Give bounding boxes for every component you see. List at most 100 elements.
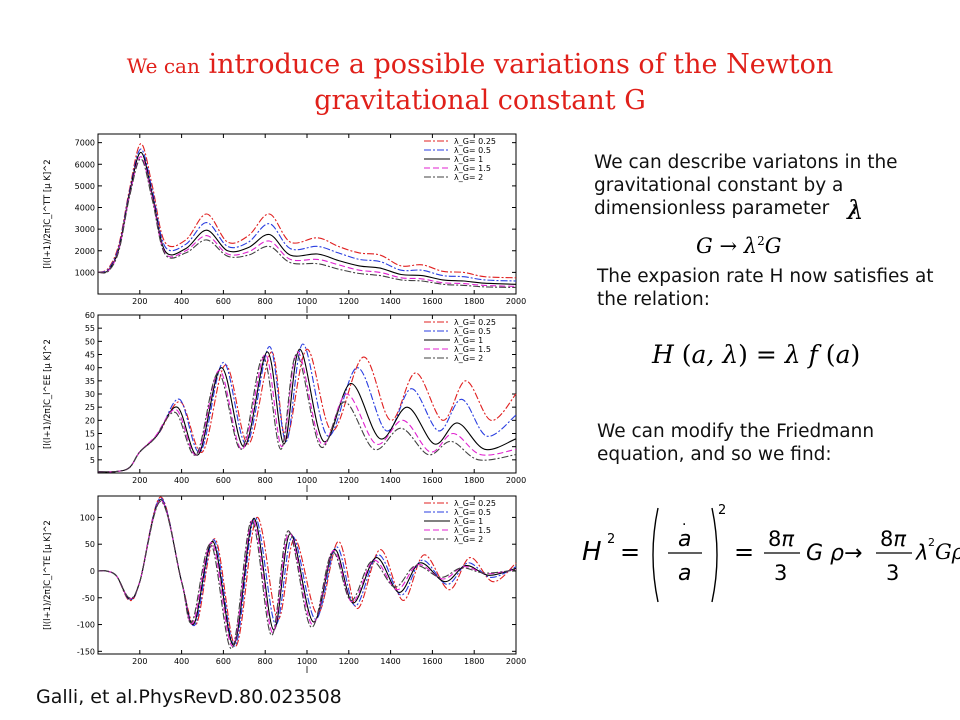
legend-label: λ_G= 2	[454, 354, 483, 363]
svg-text:.: .	[682, 513, 686, 529]
svg-text:2: 2	[928, 536, 935, 549]
y-tick-label: 0	[90, 567, 95, 576]
x-tick-label: 800	[258, 657, 273, 666]
y-tick-label: 100	[80, 513, 95, 522]
y-tick-label: 1000	[75, 268, 95, 277]
equation-friedmann-tail: Gρ	[935, 540, 960, 564]
paragraph-expansion-rate: The expasion rate H now satisfies at the…	[597, 266, 934, 310]
legend-label: λ_G= 2	[454, 173, 483, 182]
series-line	[98, 500, 517, 650]
x-tick-label: 2000	[506, 297, 526, 306]
legend-label: λ_G= 1	[454, 336, 483, 345]
x-tick-label: 600	[216, 657, 231, 666]
y-tick-label: 35	[85, 377, 95, 386]
y-axis-label: [l(l+1)/2π]C_l^TT [μ K]^2	[43, 159, 53, 268]
legend-label: λ_G= 0.25	[454, 137, 496, 146]
x-tick-label: 400	[174, 297, 189, 306]
y-tick-label: 2000	[75, 247, 95, 256]
legend-label: λ_G= 0.25	[454, 318, 496, 327]
chart-tt: 200 400 600 800 1000 1200 1400 1600 1800 2000 1000…	[43, 133, 526, 316]
equation-g-scaling: G → λ2G	[696, 234, 782, 258]
series-line	[98, 158, 517, 289]
series-line	[98, 143, 517, 279]
series-line	[98, 343, 517, 473]
paragraph-lambda-description: We can describe variatons in the gravita…	[594, 151, 954, 220]
svg-text:λ: λ	[915, 541, 928, 565]
paragraph-lambda-colon: :	[851, 198, 858, 219]
x-tick-label: 2000	[506, 657, 526, 666]
y-tick-label: -150	[77, 647, 95, 656]
x-tick-label: 1800	[464, 476, 484, 485]
y-tick-label: 15	[85, 430, 95, 439]
legend-label: λ_G= 2	[454, 535, 483, 544]
legend-label: λ_G= 1.5	[454, 345, 491, 354]
y-axis-label: [l(l+1)/2π]C_l^EE [μ K]^2	[43, 339, 53, 449]
y-tick-label: 10	[85, 443, 95, 452]
series-line	[98, 151, 517, 285]
svg-text:3: 3	[774, 561, 787, 585]
svg-text:G ρ: G ρ	[806, 541, 844, 566]
svg-text:→: →	[844, 541, 862, 566]
y-tick-label: -50	[82, 594, 95, 603]
x-tick-label: 1400	[380, 476, 400, 485]
svg-text:8π: 8π	[768, 527, 794, 551]
chart-te: 200 400 600 800 1000 1200 1400 1600 1800 2000-150…	[43, 495, 526, 676]
citation: Galli, et al.PhysRevD.80.023508	[36, 686, 342, 708]
svg-text:2: 2	[607, 532, 615, 547]
x-tick-label: 1000	[297, 297, 317, 306]
x-tick-label: 200	[132, 476, 147, 485]
y-tick-label: 55	[85, 324, 95, 333]
svg-text:H: H	[582, 537, 602, 567]
y-tick-label: 60	[85, 311, 95, 320]
svg-text:3: 3	[886, 561, 899, 585]
series-line	[98, 353, 517, 473]
legend-label: λ_G= 0.5	[454, 327, 491, 336]
svg-text:=: =	[620, 538, 640, 566]
svg-text:a: a	[678, 527, 691, 552]
x-tick-label: 600	[216, 297, 231, 306]
x-tick-label: 2000	[506, 476, 526, 485]
svg-text:=: =	[734, 538, 754, 566]
y-tick-label: 45	[85, 351, 95, 360]
x-tick-label: 1000	[297, 657, 317, 666]
equation-friedmann: H 2 = a . a 2 = 8π 3 G ρ → 8π 3 λ 2	[582, 503, 935, 603]
plot-frame	[97, 133, 517, 295]
svg-text:2: 2	[718, 503, 726, 518]
y-tick-label: -100	[77, 621, 95, 630]
x-tick-label: 600	[216, 476, 231, 485]
x-tick-label: 800	[258, 476, 273, 485]
series-line	[98, 156, 517, 287]
legend-label: λ_G= 1	[454, 517, 483, 526]
x-tick-label: 200	[132, 297, 147, 306]
slide-title-line-2: gravitational constant G	[314, 85, 646, 116]
legend-label: λ_G= 0.5	[454, 508, 491, 517]
y-tick-label: 5000	[75, 182, 95, 191]
series-line	[98, 351, 517, 473]
y-tick-label: 5	[90, 456, 95, 465]
chart-ee: 200 400 600 800 1000 1200 1400 1600 1800 2000 5 10 1…	[43, 311, 526, 495]
x-axis-label: l	[306, 485, 309, 495]
x-tick-label: 800	[258, 297, 273, 306]
series-line	[98, 348, 517, 473]
x-axis-label: l	[306, 306, 309, 316]
y-tick-label: 30	[85, 390, 95, 399]
legend-label: λ_G= 1	[454, 155, 483, 164]
x-tick-label: 400	[174, 476, 189, 485]
slide-title-line-1: We can introduce a possible variations o…	[0, 48, 960, 83]
x-tick-label: 1800	[464, 657, 484, 666]
y-tick-label: 3000	[75, 225, 95, 234]
x-tick-label: 1600	[422, 476, 442, 485]
y-axis-label: [l(l+1)/2π]C_l^TE [μ K]^2	[43, 520, 53, 630]
x-tick-label: 1800	[464, 297, 484, 306]
x-tick-label: 1000	[297, 476, 317, 485]
x-tick-label: 1200	[339, 476, 359, 485]
x-axis-label: l	[306, 666, 309, 676]
y-tick-label: 25	[85, 403, 95, 412]
y-tick-label: 50	[85, 337, 95, 346]
x-tick-label: 1200	[339, 297, 359, 306]
x-tick-label: 1200	[339, 657, 359, 666]
paragraph-friedmann: We can modify the Friedmann equation, an…	[597, 421, 875, 465]
legend-label: λ_G= 0.25	[454, 499, 496, 508]
